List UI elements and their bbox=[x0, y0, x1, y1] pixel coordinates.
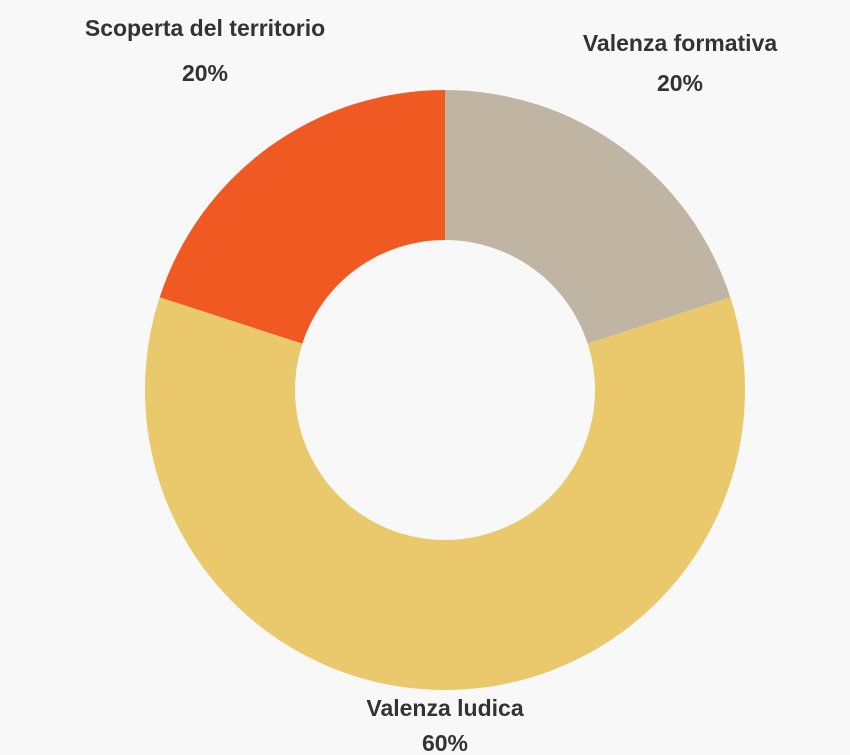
donut-slice bbox=[145, 297, 746, 691]
slice-value-label: 20% bbox=[182, 60, 228, 86]
donut-slice bbox=[159, 90, 445, 344]
slice-value-label: 20% bbox=[657, 70, 703, 96]
slice-label: Scoperta del territorio bbox=[85, 15, 325, 41]
donut-slice bbox=[445, 90, 731, 344]
slice-label: Valenza formativa bbox=[583, 30, 778, 56]
slice-value-label: 60% bbox=[422, 730, 468, 755]
slice-label: Valenza ludica bbox=[366, 695, 523, 721]
